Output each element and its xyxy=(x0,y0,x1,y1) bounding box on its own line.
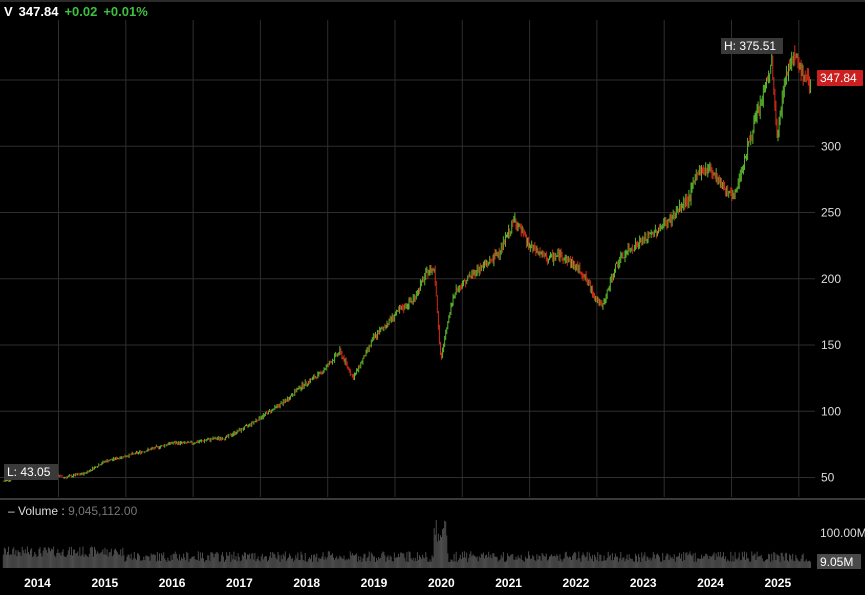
quote-header: V 347.84 +0.02 +0.01% xyxy=(4,4,148,19)
grid-lines xyxy=(0,20,815,497)
year-tick-label: 2019 xyxy=(361,576,388,590)
volume-series xyxy=(2,520,812,568)
high-annotation: H: 375.51 xyxy=(721,38,783,54)
volume-collapse-icon[interactable]: – xyxy=(8,504,19,518)
year-tick-label: 2023 xyxy=(630,576,657,590)
price-tick-label: 100 xyxy=(821,404,841,418)
price-tick-label: 150 xyxy=(821,338,841,352)
year-tick-label: 2022 xyxy=(563,576,590,590)
ticker-symbol: V xyxy=(4,4,13,19)
year-tick-label: 2015 xyxy=(91,576,118,590)
price-change: +0.02 xyxy=(64,4,98,19)
volume-axis-max: 100.00M xyxy=(820,526,865,540)
low-label: L: 43.05 xyxy=(7,465,51,479)
last-price-tag: 347.84 xyxy=(817,70,863,86)
year-tick-label: 2025 xyxy=(764,576,791,590)
year-tick-label: 2014 xyxy=(24,576,51,590)
volume-last-tag: 9.05M xyxy=(817,554,861,569)
year-tick-label: 2018 xyxy=(293,576,320,590)
price-axis: 50 100 150 200 250 300 xyxy=(821,139,841,484)
low-annotation: L: 43.05 xyxy=(4,464,58,480)
year-tick-label: 2024 xyxy=(697,576,724,590)
last-price: 347.84 xyxy=(18,4,59,19)
top-border xyxy=(0,0,865,2)
year-tick-label: 2016 xyxy=(159,576,186,590)
year-tick-label: 2017 xyxy=(226,576,253,590)
time-axis: 2014 2015 2016 2017 2018 2019 2020 2021 2022 2023… xyxy=(24,576,791,590)
price-tick-label: 250 xyxy=(821,206,841,220)
year-tick-label: 2020 xyxy=(428,576,455,590)
price-tick-label: 50 xyxy=(821,471,835,485)
volume-value: 9,045,112.00 xyxy=(68,504,138,518)
last-price-tag-label: 347.84 xyxy=(820,71,857,85)
candlestick-series xyxy=(2,45,812,482)
volume-header[interactable]: – Volume : 9,045,112.00 xyxy=(8,504,138,518)
volume-last-label: 9.05M xyxy=(820,555,853,569)
price-tick-label: 300 xyxy=(821,139,841,153)
high-label: H: 375.51 xyxy=(724,39,776,53)
volume-label: Volume xyxy=(18,504,59,518)
year-tick-label: 2021 xyxy=(495,576,522,590)
price-change-percent: +0.01% xyxy=(103,4,148,19)
price-tick-label: 200 xyxy=(821,272,841,286)
